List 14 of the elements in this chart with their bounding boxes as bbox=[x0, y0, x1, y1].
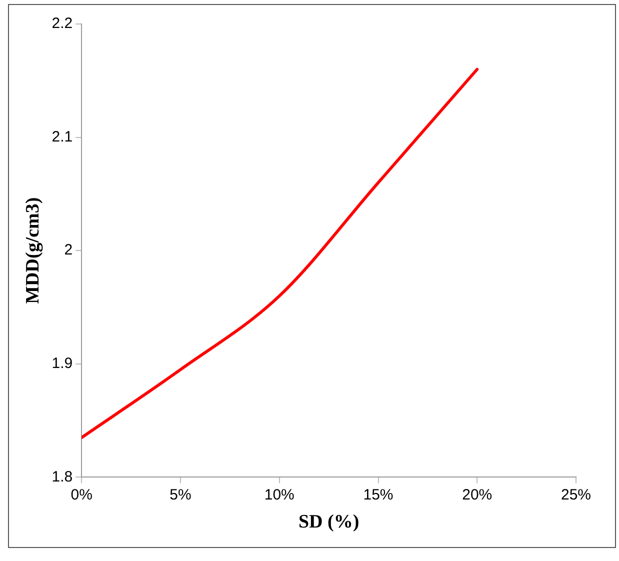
x-tick-label: 0% bbox=[70, 486, 92, 504]
x-axis-title: SD (%) bbox=[298, 512, 360, 533]
x-tick-label: 20% bbox=[462, 486, 492, 504]
line-series bbox=[82, 68, 479, 440]
y-tick-label: 2.2 bbox=[52, 15, 73, 32]
x-tick-label: 15% bbox=[363, 486, 394, 504]
y-tick-label: 2 bbox=[64, 242, 73, 259]
y-tick-label: 2.1 bbox=[52, 128, 73, 146]
x-tick-label: 10% bbox=[264, 486, 294, 504]
y-axis-title: MDD(g/cm3) bbox=[22, 197, 44, 304]
y-tick-label: 1.9 bbox=[52, 355, 73, 372]
x-tick-label: 5% bbox=[170, 486, 192, 504]
y-tick-label: 1.8 bbox=[52, 468, 73, 486]
x-tick-label: 25% bbox=[560, 486, 592, 504]
